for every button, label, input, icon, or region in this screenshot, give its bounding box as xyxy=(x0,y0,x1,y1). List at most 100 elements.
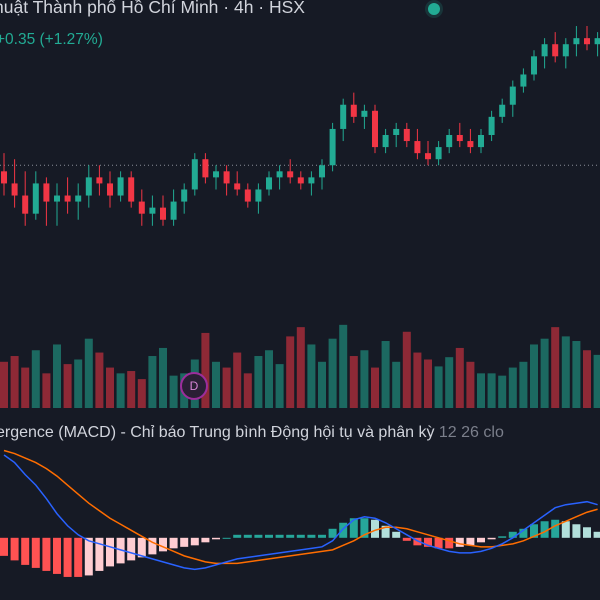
volume-bar xyxy=(84,338,93,408)
candle-body xyxy=(244,189,251,202)
macd-legend-params: 12 26 clo xyxy=(438,424,504,441)
volume-bar xyxy=(318,361,326,408)
candle-body xyxy=(425,153,431,160)
candle-body xyxy=(117,177,124,196)
candle-body xyxy=(414,141,421,154)
candle-body xyxy=(478,135,484,148)
candle-body xyxy=(213,171,219,178)
candle-body xyxy=(499,104,506,117)
candle-body xyxy=(350,104,357,117)
candle-body xyxy=(181,189,188,202)
volume-bar xyxy=(551,327,560,408)
macd-legend[interactable]: ergence (MACD) - Chỉ báo Trung bình Động… xyxy=(0,424,504,442)
candle-body xyxy=(202,159,209,178)
volume-bar xyxy=(381,341,390,408)
volume-bar xyxy=(487,373,496,408)
macd-histogram-bar xyxy=(551,519,560,538)
volume-bar xyxy=(42,373,51,408)
volume-bar xyxy=(296,327,305,408)
candle-body xyxy=(223,171,230,184)
macd-histogram-bar xyxy=(434,537,443,549)
volume-bar xyxy=(572,341,581,408)
candle-body xyxy=(319,165,325,178)
volume-bar xyxy=(593,354,600,408)
volume-bar xyxy=(53,344,61,408)
candle-body xyxy=(361,110,368,117)
price-pane[interactable] xyxy=(0,26,600,226)
volume-bar xyxy=(583,350,591,408)
volume-bar xyxy=(148,356,157,408)
volume-bar xyxy=(392,361,401,408)
volume-bar xyxy=(508,367,517,408)
macd-histogram-bar xyxy=(498,536,507,538)
volume-bar xyxy=(265,350,273,408)
macd-histogram-bar xyxy=(275,534,284,538)
candle-body xyxy=(160,207,166,220)
macd-histogram-bar xyxy=(286,534,295,538)
macd-histogram-bar xyxy=(371,519,379,538)
market-status-icon xyxy=(428,3,440,15)
macd-histogram-bar xyxy=(339,522,348,538)
candle-body xyxy=(456,135,463,142)
candle-body xyxy=(43,183,50,202)
macd-histogram-bar xyxy=(593,531,600,538)
volume-bar xyxy=(349,356,358,408)
macd-histogram-bar xyxy=(540,521,549,538)
macd-histogram-bar xyxy=(21,537,30,565)
candle-body xyxy=(64,195,71,202)
volume-bar xyxy=(530,344,538,408)
candle-body xyxy=(22,195,29,214)
macd-histogram-bar xyxy=(137,537,146,558)
macd-histogram-bar xyxy=(254,534,263,538)
dividend-badge[interactable]: D xyxy=(180,372,208,400)
candle-body xyxy=(435,147,442,160)
macd-histogram-bar xyxy=(74,537,83,577)
macd-histogram-bar xyxy=(84,537,93,576)
macd-histogram-bar xyxy=(402,537,411,541)
candle-body xyxy=(297,177,304,184)
volume-bar xyxy=(540,338,549,408)
candle-body xyxy=(520,74,527,87)
volume-bar xyxy=(0,361,8,408)
candle-body xyxy=(234,183,241,190)
macd-histogram-bar xyxy=(265,534,273,538)
candle-body xyxy=(191,159,198,190)
macd-histogram-bar xyxy=(487,537,496,540)
candle-body xyxy=(329,128,336,166)
volume-bar xyxy=(477,373,485,408)
macd-histogram-bar xyxy=(328,528,337,538)
macd-histogram-bar xyxy=(159,537,167,552)
volume-bar xyxy=(402,331,411,408)
volume-bar xyxy=(159,347,167,408)
volume-bar xyxy=(328,338,337,408)
macd-histogram-bar xyxy=(222,537,231,539)
candle-body xyxy=(107,183,113,196)
volume-pane[interactable] xyxy=(0,324,600,408)
macd-histogram-bar xyxy=(466,537,475,546)
candle-body xyxy=(446,135,453,148)
macd-histogram-bar xyxy=(212,537,220,540)
volume-bar xyxy=(561,336,570,408)
volume-bar xyxy=(445,357,454,408)
volume-bar xyxy=(21,367,30,408)
volume-bar xyxy=(519,361,528,408)
volume-bar xyxy=(254,356,263,408)
macd-histogram-bar xyxy=(360,518,369,538)
candle-body xyxy=(138,201,145,214)
volume-bar xyxy=(31,350,40,408)
candle-body xyxy=(276,171,283,178)
volume-bar xyxy=(106,367,114,408)
macd-histogram-bar xyxy=(307,534,316,538)
volume-bar xyxy=(95,352,104,408)
candle-body xyxy=(340,104,347,129)
macd-histogram-bar xyxy=(561,521,570,538)
macd-histogram-bar xyxy=(233,534,242,538)
macd-histogram-bar xyxy=(519,528,528,538)
volume-bar xyxy=(498,375,507,408)
macd-legend-name: ergence (MACD) - Chỉ báo Trung bình Động… xyxy=(0,424,435,441)
candle-body xyxy=(287,171,294,178)
macd-histogram-bar xyxy=(190,537,199,546)
macd-pane[interactable] xyxy=(0,449,600,577)
